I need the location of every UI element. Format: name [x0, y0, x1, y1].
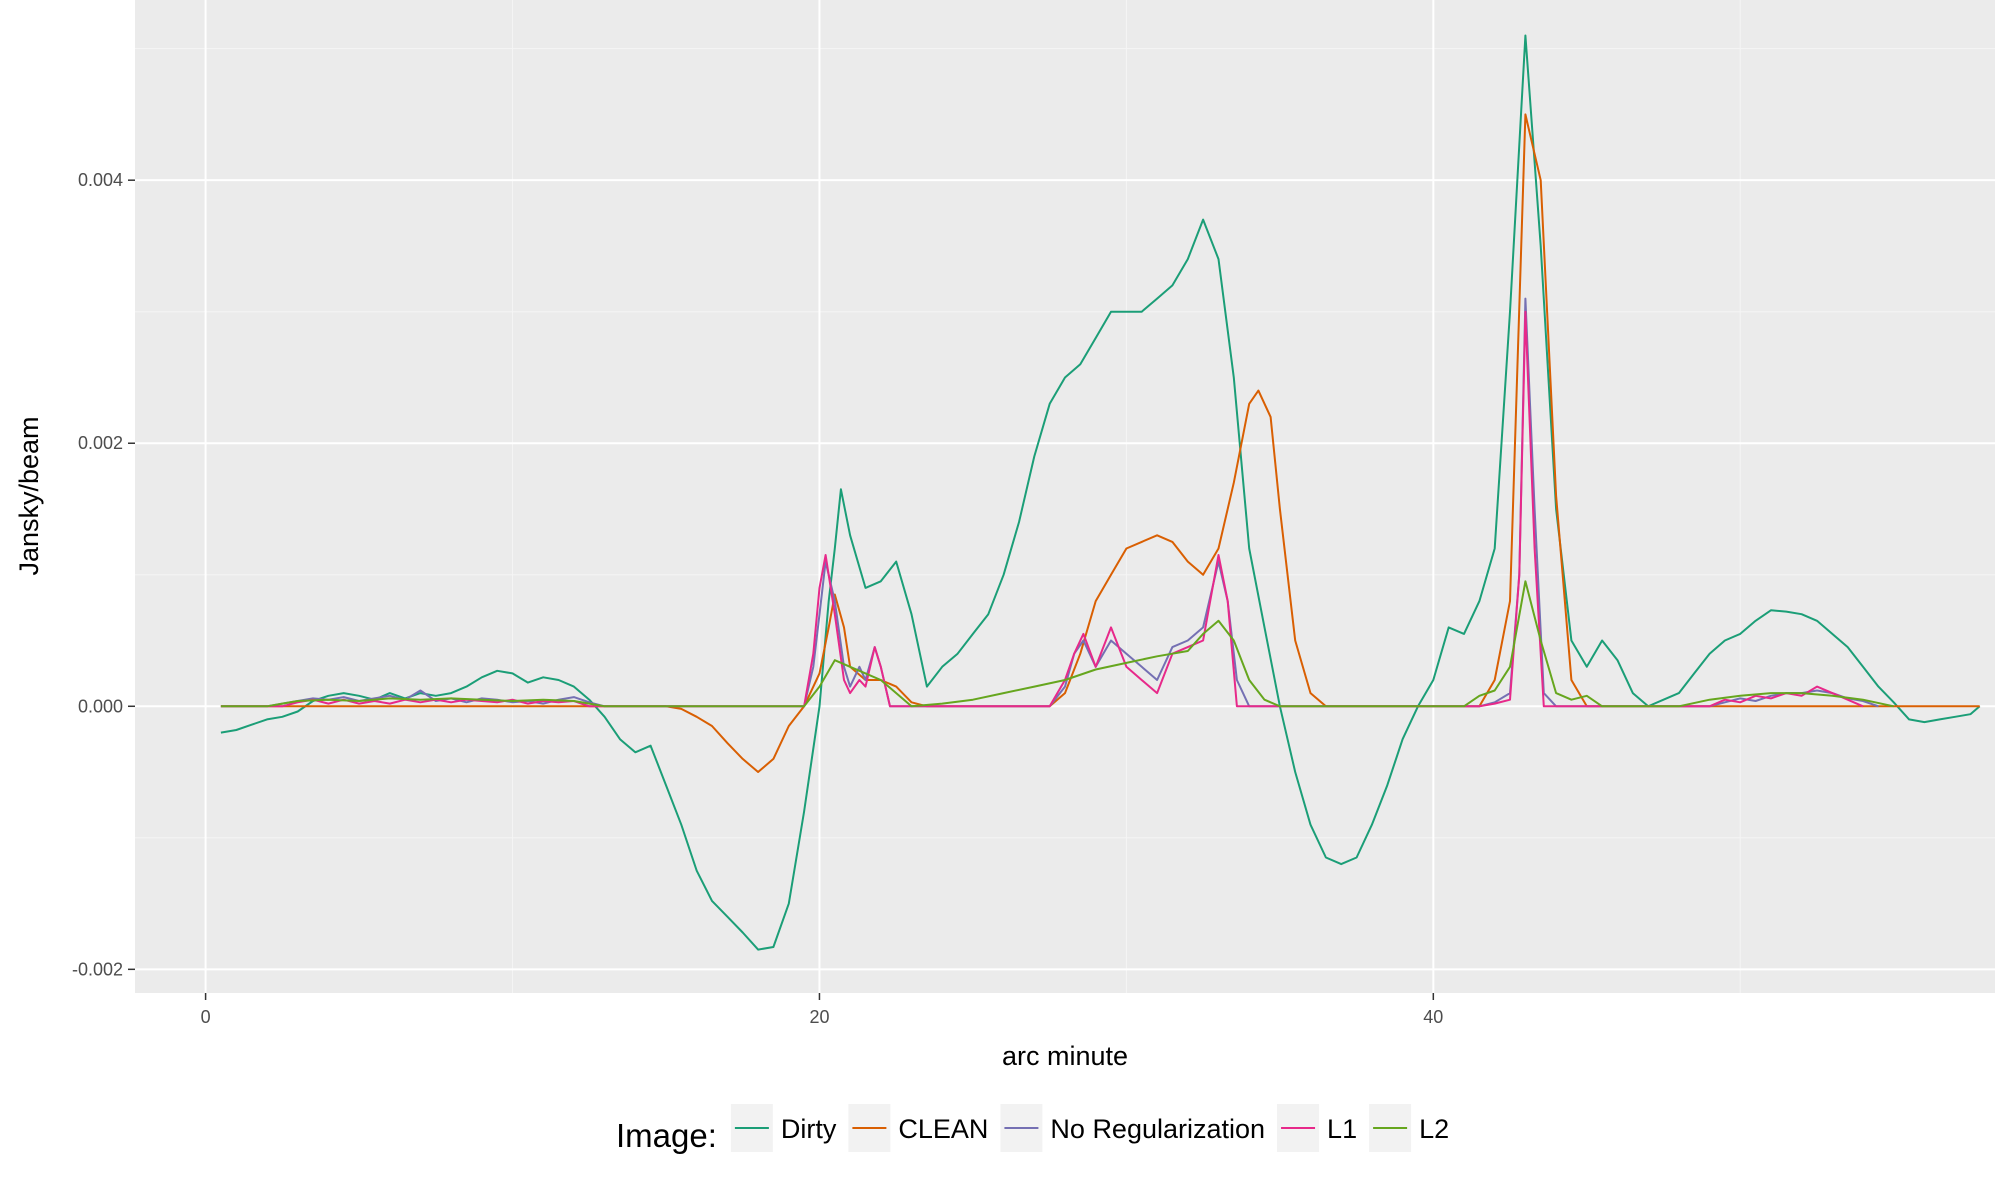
- y-tick-label: 0.004: [78, 170, 123, 190]
- legend-label-clean: CLEAN: [898, 1114, 988, 1144]
- x-tick-label: 0: [201, 1007, 211, 1027]
- x-axis: 0 20 40: [201, 993, 1443, 1027]
- plot-panel: [135, 0, 1995, 993]
- x-tick-label: 40: [1423, 1007, 1443, 1027]
- grid-minor: [135, 0, 1995, 993]
- legend-label-l2: L2: [1419, 1114, 1449, 1144]
- x-tick-label: 20: [809, 1007, 829, 1027]
- y-tick-label: -0.002: [72, 959, 123, 979]
- series-line-l2: [220, 580, 1894, 708]
- y-axis-title: Jansky/beam: [14, 416, 44, 575]
- x-axis-title: arc minute: [1002, 1041, 1128, 1071]
- legend-title: Image:: [616, 1117, 717, 1154]
- y-axis: -0.002 0.000 0.002 0.004: [72, 170, 135, 979]
- y-tick-label: 0.002: [78, 433, 123, 453]
- legend-label-l1: L1: [1327, 1114, 1357, 1144]
- legend-label-dirty: Dirty: [781, 1114, 837, 1144]
- legend: Image: Dirty CLEAN No Regularization L1 L2: [616, 1104, 1449, 1154]
- legend-label-no-regularization: No Regularization: [1050, 1114, 1265, 1144]
- series-layer: [220, 34, 1981, 951]
- y-tick-label: 0.000: [78, 696, 123, 716]
- series-line-dirty: [220, 34, 1981, 951]
